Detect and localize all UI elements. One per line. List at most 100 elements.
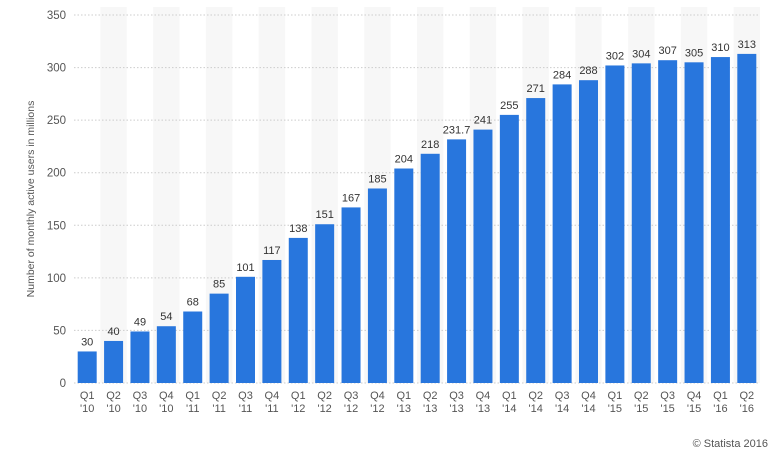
bar bbox=[262, 259, 282, 383]
x-tick-label-quarter: Q2 bbox=[739, 390, 754, 402]
x-tick-label-quarter: Q1 bbox=[713, 390, 728, 402]
x-tick-label-year: '11 bbox=[239, 403, 253, 415]
bar bbox=[447, 139, 467, 383]
bar bbox=[130, 331, 150, 383]
x-tick-label-year: '11 bbox=[265, 403, 279, 415]
x-tick-label-quarter: Q3 bbox=[344, 390, 359, 402]
x-tick-label-quarter: Q1 bbox=[502, 390, 517, 402]
x-tick-label-year: '13 bbox=[397, 403, 411, 415]
x-tick-label-quarter: Q1 bbox=[80, 390, 95, 402]
data-label: 151 bbox=[315, 209, 333, 221]
x-tick-label-year: '15 bbox=[660, 403, 674, 415]
bar bbox=[605, 65, 625, 384]
x-tick-label-quarter: Q3 bbox=[449, 390, 464, 402]
x-tick-label-year: '10 bbox=[159, 403, 173, 415]
data-label: 49 bbox=[134, 316, 146, 328]
x-tick-label-year: '12 bbox=[317, 403, 331, 415]
x-tick-label-year: '11 bbox=[186, 403, 200, 415]
data-label: 101 bbox=[236, 262, 254, 274]
bar bbox=[552, 84, 572, 383]
data-label: 167 bbox=[342, 192, 360, 204]
background-band bbox=[153, 7, 180, 383]
x-tick-label-quarter: Q4 bbox=[159, 390, 174, 402]
x-axis-ticks: Q1'10Q2'10Q3'10Q4'10Q1'11Q2'11Q3'11Q4'11… bbox=[80, 390, 754, 415]
statista-credit[interactable]: © Statista 2016 bbox=[692, 438, 768, 450]
x-tick-label-year: '13 bbox=[449, 403, 463, 415]
data-label: 302 bbox=[606, 50, 624, 62]
bar bbox=[315, 224, 335, 383]
data-label: 138 bbox=[289, 223, 307, 235]
bar bbox=[77, 351, 97, 383]
y-axis-ticks: 0 50 100 150 200 250 300 350 bbox=[47, 10, 66, 390]
background-band bbox=[100, 7, 127, 383]
bars bbox=[77, 53, 757, 384]
data-label: 310 bbox=[711, 42, 729, 54]
bar bbox=[526, 98, 546, 383]
x-tick-label-quarter: Q2 bbox=[528, 390, 543, 402]
value-labels: 30 40 49 54 68 85 101 117 138 151 167 185 204 218 231.… bbox=[81, 39, 756, 349]
x-tick-label-quarter: Q4 bbox=[476, 390, 491, 402]
y-tick-label: 250 bbox=[47, 115, 66, 127]
x-tick-label-quarter: Q3 bbox=[133, 390, 148, 402]
y-axis-label: Number of monthly active users in millio… bbox=[25, 101, 37, 298]
x-tick-label-quarter: Q1 bbox=[608, 390, 623, 402]
x-tick-label-year: '11 bbox=[212, 403, 226, 415]
x-tick-label-year: '14 bbox=[581, 403, 595, 415]
data-label: 288 bbox=[579, 65, 597, 77]
data-label: 185 bbox=[368, 173, 386, 185]
x-tick-label-year: '14 bbox=[502, 403, 516, 415]
x-tick-label-quarter: Q1 bbox=[396, 390, 411, 402]
data-label: 204 bbox=[395, 154, 413, 166]
x-tick-label-year: '13 bbox=[423, 403, 437, 415]
bar bbox=[710, 57, 730, 384]
x-tick-label-quarter: Q4 bbox=[687, 390, 702, 402]
data-label: 284 bbox=[553, 69, 571, 81]
bar bbox=[183, 311, 203, 383]
y-tick-label: 50 bbox=[53, 325, 66, 337]
bar bbox=[367, 188, 387, 383]
data-label: 241 bbox=[474, 115, 492, 127]
bar bbox=[631, 63, 651, 383]
x-tick-label-quarter: Q1 bbox=[291, 390, 306, 402]
bar bbox=[394, 168, 414, 383]
data-label: 117 bbox=[263, 245, 281, 257]
x-tick-label-quarter: Q2 bbox=[634, 390, 649, 402]
x-tick-label-quarter: Q2 bbox=[106, 390, 121, 402]
x-tick-label-quarter: Q4 bbox=[265, 390, 280, 402]
x-tick-label-quarter: Q4 bbox=[370, 390, 385, 402]
data-label: 313 bbox=[738, 39, 756, 51]
data-label: 255 bbox=[500, 100, 518, 112]
bar bbox=[209, 293, 229, 383]
y-tick-label: 0 bbox=[60, 378, 66, 390]
x-tick-label-year: '14 bbox=[555, 403, 569, 415]
y-tick-label: 350 bbox=[47, 10, 66, 22]
bar bbox=[156, 326, 176, 383]
data-label: 305 bbox=[685, 47, 703, 59]
y-tick-label: 150 bbox=[47, 220, 66, 232]
x-tick-label-year: '12 bbox=[370, 403, 384, 415]
bar bbox=[420, 153, 440, 383]
x-tick-label-year: '15 bbox=[687, 403, 701, 415]
data-label: 218 bbox=[421, 139, 439, 151]
bar bbox=[579, 80, 598, 383]
x-tick-label-year: '10 bbox=[106, 403, 120, 415]
x-tick-label-quarter: Q3 bbox=[555, 390, 570, 402]
x-tick-label-quarter: Q2 bbox=[212, 390, 227, 402]
data-label: 271 bbox=[527, 83, 545, 95]
data-label: 40 bbox=[107, 326, 119, 338]
data-label: 231.7 bbox=[443, 124, 471, 136]
x-tick-label-quarter: Q4 bbox=[581, 390, 596, 402]
data-label: 68 bbox=[187, 297, 199, 309]
bar bbox=[104, 340, 124, 383]
y-tick-label: 100 bbox=[47, 273, 66, 285]
data-label: 85 bbox=[213, 279, 225, 291]
x-tick-label-year: '16 bbox=[740, 403, 754, 415]
x-tick-label-year: '16 bbox=[713, 403, 727, 415]
bar bbox=[288, 237, 308, 383]
data-label: 304 bbox=[632, 48, 650, 60]
data-label: 30 bbox=[81, 336, 93, 348]
x-tick-label-year: '10 bbox=[80, 403, 94, 415]
bar bbox=[236, 276, 255, 383]
